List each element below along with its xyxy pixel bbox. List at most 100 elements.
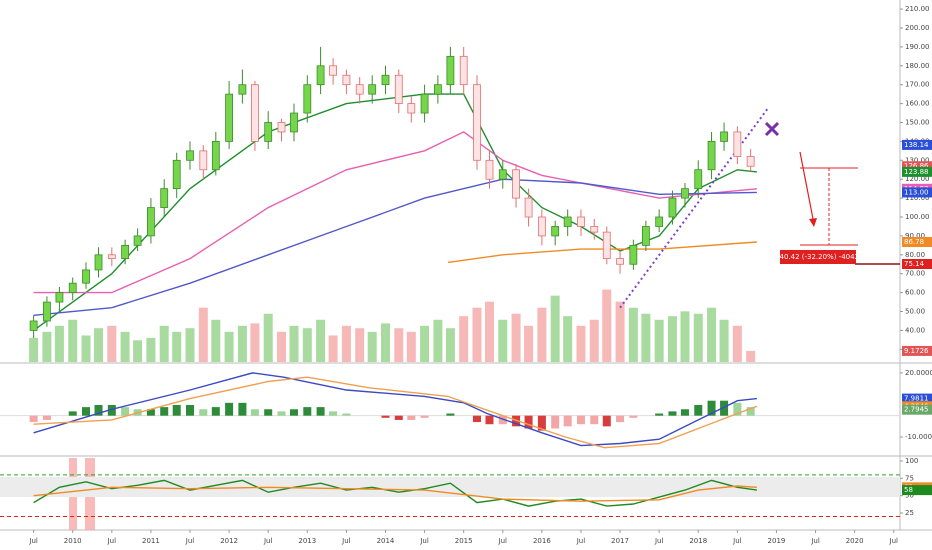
candle-body	[82, 269, 90, 284]
volume-bar	[524, 325, 534, 362]
volume-bar	[433, 319, 443, 362]
y-tick-label: 50	[905, 492, 914, 500]
candle-body	[211, 140, 220, 171]
histogram-bar	[576, 415, 585, 425]
volume-bar	[484, 301, 494, 362]
volume-bar	[263, 313, 273, 362]
candle-body	[342, 74, 351, 86]
volume-bar	[185, 328, 195, 362]
candle-body	[121, 244, 130, 259]
histogram-bar	[277, 411, 286, 416]
histogram-bar	[225, 402, 234, 416]
price-tag-label: 2.7945	[904, 406, 929, 414]
histogram-bar	[485, 415, 494, 425]
histogram-bar	[668, 411, 677, 416]
histogram-bar	[694, 404, 703, 416]
y-tick-label: -10.0000	[905, 433, 932, 441]
x-tick-label: Jul	[732, 537, 742, 545]
price-tag	[902, 485, 932, 496]
x-tick-label: Jul	[810, 537, 820, 545]
x-tick-label: 2020	[846, 537, 864, 545]
volume-bar	[172, 331, 182, 362]
x-tick-label: 2011	[142, 537, 160, 545]
histogram-bar	[68, 411, 77, 416]
indicator-line	[33, 372, 757, 447]
histogram-bar	[250, 409, 259, 416]
histogram-bar	[655, 413, 664, 416]
volume-bar	[472, 307, 482, 362]
volume-bar	[94, 328, 104, 362]
histogram-bar	[211, 407, 220, 416]
indicator-line	[619, 106, 770, 309]
y-tick-label: 70.00	[905, 270, 925, 278]
y-tick-label: 50.00	[905, 308, 925, 316]
volume-bar	[302, 328, 312, 362]
histogram-bar	[498, 415, 507, 425]
candle-body	[433, 84, 442, 95]
histogram-bar	[42, 415, 51, 420]
price-tag-label: 123.88	[904, 168, 929, 176]
candle-body	[43, 301, 51, 322]
candle-body	[498, 169, 507, 180]
volume-bar	[211, 319, 221, 362]
histogram-bar	[420, 415, 429, 418]
histogram-bar	[264, 409, 273, 416]
candle-body	[733, 131, 742, 157]
volume-bar	[355, 328, 365, 362]
volume-bar	[380, 323, 390, 362]
candle-body	[147, 207, 155, 237]
price-tag	[902, 237, 932, 248]
indicator-line	[447, 241, 757, 264]
candle-body	[303, 84, 312, 114]
candle-body	[512, 169, 520, 199]
histogram-bar	[172, 404, 181, 416]
x-tick-label: 2015	[455, 537, 473, 545]
histogram-bar	[381, 415, 390, 418]
arrow-head	[809, 218, 817, 227]
candle-body	[94, 254, 103, 271]
y-tick-label: 100	[905, 457, 918, 465]
y-tick-label: 180.00	[905, 62, 930, 70]
indicator-line	[33, 376, 758, 449]
volume-bar	[732, 325, 742, 362]
histogram-bar	[629, 415, 638, 418]
candle-body	[641, 226, 650, 246]
histogram-bar	[563, 415, 572, 427]
candle-body	[394, 74, 403, 104]
volume-bar	[250, 323, 260, 362]
annotation-box	[780, 250, 856, 264]
x-tick-label: 2017	[611, 537, 629, 545]
histogram-bar	[29, 415, 38, 423]
histogram-bar	[238, 402, 247, 416]
candle-body	[29, 320, 38, 331]
histogram-bar	[707, 400, 716, 416]
price-tag	[902, 139, 932, 150]
histogram-bar	[746, 407, 755, 416]
histogram-bar	[303, 407, 312, 416]
candle-body	[316, 65, 325, 86]
volume-bar	[406, 331, 416, 362]
volume-bar	[537, 307, 547, 362]
candle-body	[707, 140, 716, 171]
histogram-bar	[107, 404, 116, 416]
volume-bar	[42, 331, 52, 362]
volume-bar	[680, 311, 690, 362]
volume-bar	[550, 295, 560, 362]
y-tick-label: 170.00	[905, 81, 930, 89]
y-tick-label: 80.00	[905, 251, 925, 259]
volume-bar	[693, 313, 703, 362]
candle-body	[485, 159, 494, 180]
volume-bar	[459, 316, 469, 362]
rsi-band	[0, 476, 900, 498]
candle-body	[459, 55, 468, 86]
volume-bar	[641, 313, 651, 362]
price-tag	[902, 166, 932, 177]
volume-bar	[615, 301, 625, 362]
histogram-bar	[199, 409, 208, 416]
volume-bar	[394, 328, 404, 362]
histogram-bar	[160, 407, 169, 416]
x-tick-label: Jul	[263, 537, 273, 545]
volume-bar	[511, 313, 521, 362]
x-tick-label: Jul	[107, 537, 117, 545]
price-tag	[902, 187, 932, 198]
